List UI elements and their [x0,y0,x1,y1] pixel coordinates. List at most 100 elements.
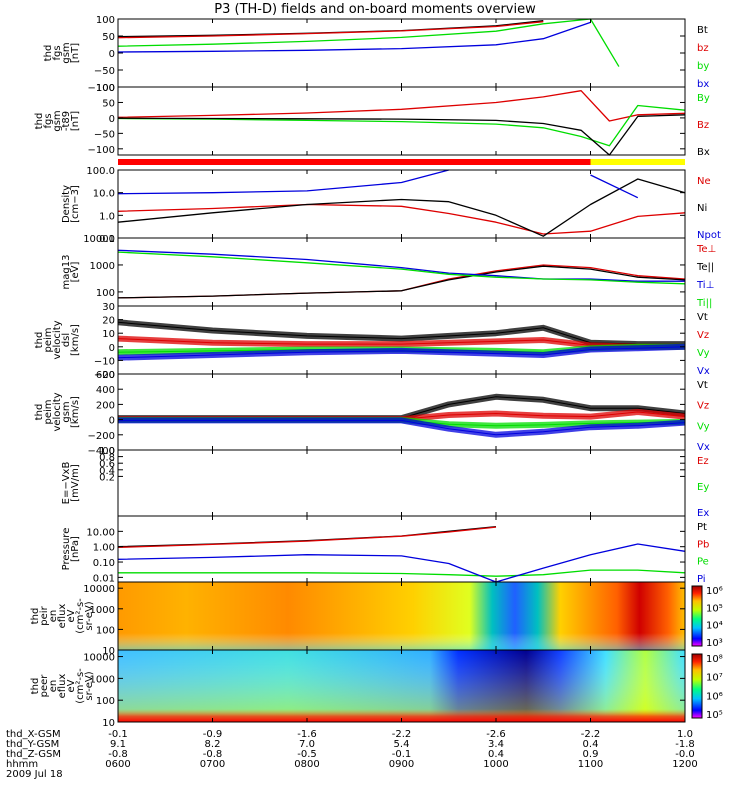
footer-value: 0.4 [488,749,504,760]
series-pressure-pi [117,543,686,583]
footer-value: 0900 [389,759,414,770]
legend-peim-dsl-vt: Vt [697,312,708,323]
footer-row-label: thd_Z-GSM [6,749,61,760]
legend-fgs-by: by [697,61,709,72]
footer-value: 8.2 [205,739,221,750]
footer-row-label: thd_Y-GSM [6,739,59,750]
chart-title: P3 (TH-D) fields and on-board moments ov… [214,2,536,17]
y-axis-label-line: [eV] [70,262,81,283]
y-axis-label-line: thd [34,404,45,421]
y-tick-label: 600 [96,370,115,381]
footer-value: -0.5 [297,749,317,760]
colorbar-tick: 10⁵ [706,603,723,614]
series-fgs-bz [117,21,544,39]
footer-value: -1.8 [675,739,695,750]
footer-value: -1.6 [297,729,317,740]
panel-density: 100.0 10.0 1.0 0.1 Density[cm−3] Ne Ni Npot [61,166,721,245]
y-tick-label: 100 [96,696,115,707]
y-axis-label-line: E=−VxB [61,462,72,505]
colorbar-peer: 10⁸ 10⁷ 10⁶ 10⁵ [691,653,723,721]
y-tick-label: 1000 [90,605,115,616]
panel-peer: 10⁸ 10⁷ 10⁶ 10⁵ 10000 1000 100 10 thdpeereneflux… [30,649,723,729]
panel-peim-gsm: 600 400 200 0 −200 −400 thdpeimvelocitygsm[km/… [34,370,710,457]
footer-value: -0.8 [203,749,223,760]
y-axis-label-line: [mV/m] [70,464,81,502]
y-axis-label-line: sr-eV) [84,671,95,700]
y-axis-label-line: en [48,610,59,623]
footer-value: 9.1 [110,739,126,750]
y-tick-label: 1.0 [99,446,115,457]
legend-peim-dsl-vx: Vx [697,366,710,377]
footer-value: -0.1 [392,749,412,760]
series-fgs-t89-bz [117,90,686,122]
y-tick-label: 10000 [83,234,115,245]
y-tick-label: 0 [109,416,115,427]
y-tick-label: 0 [109,114,115,125]
panel-peir: 10⁶ 10⁵ 10⁴ 10³ 10000 1000 100 10 thdpeireneflux… [30,581,723,657]
footer-row-label: hhmm [6,759,38,770]
y-axis-label-line: thd [30,678,41,695]
footer-value: 0700 [200,759,225,770]
series-fgs-by [117,18,620,67]
legend-fgs-t89-bx: Bx [697,147,710,158]
y-tick-label: 0 [109,343,115,354]
footer-value: 0.9 [583,749,599,760]
y-tick-label: 0.01 [93,573,115,584]
y-tick-label: 0.6 [99,459,115,470]
y-axis-label-line: Pressure [61,528,72,571]
footer-value: -2.6 [486,729,506,740]
series-pressure-pb [117,526,497,549]
y-tick-label: 10 [102,646,115,657]
y-tick-label: 400 [96,385,115,396]
panel-frame [117,515,686,583]
footer-value: -2.2 [392,729,412,740]
footer-value: -0.1 [108,729,128,740]
legend-density-npot: Npot [697,230,721,241]
y-tick-label: −100 [88,145,115,156]
colorbar-scale [691,653,703,719]
colorbar-tick: 10³ [706,638,723,649]
colorbar-tick: 10⁶ [706,586,723,597]
series-density-ni [117,178,686,237]
y-tick-label: −10 [94,356,115,367]
panel-pressure: 10.00 1.00 0.10 0.01 Pressure[nPa] Pt Pb Pe Pi [61,515,709,585]
y-tick-label: 200 [96,400,115,411]
y-tick-label: 0.10 [93,558,115,569]
legend-temperature-te: Te|| [696,262,714,273]
footer-value: -0.9 [203,729,223,740]
panel-frame [117,18,686,88]
y-axis-label-line: gsm [61,42,72,63]
y-axis-label-line: velocity [52,392,63,431]
legend-density-ne: Ne [697,176,711,187]
y-axis-label-temperature: mag13[eV] [61,255,81,290]
legend-fgs-bt: Bt [697,25,708,36]
colorbar-tick: 10⁴ [706,621,723,632]
footer-value: 1100 [578,759,603,770]
y-tick-label: 10.00 [86,527,115,538]
colorbar-tick: 10⁶ [706,691,723,702]
y-axis-label-density: Density[cm−3] [61,185,81,223]
colorbar-peir: 10⁶ 10⁵ 10⁴ 10³ [691,585,723,649]
footer-value: 7.0 [299,739,315,750]
y-axis-label-line: peir [39,605,50,625]
panel-frame [117,449,686,517]
legend-peim-dsl-vy: Vy [697,348,710,359]
legend-fgs-t89-bz: Bz [697,120,709,131]
series-fgs-bt [117,20,544,38]
panel-temperature: 10000 1000 100 mag13[eV] Te⊥ Te|| Ti⊥ Ti|| [61,234,716,309]
series-temperature-te [117,264,686,299]
legend-pressure-pi: Pi [697,574,706,585]
legend-peim-gsm-vy: Vy [697,421,710,432]
legend-fgs-bx: bx [697,79,709,90]
series-temperature-ti [117,251,686,285]
footer-value: 3.4 [488,739,504,750]
y-axis-label-line: peim [43,399,54,424]
series-fgs-bx [117,21,591,53]
y-tick-label: 0.2 [99,472,115,483]
y-tick-label: 20 [102,316,115,327]
